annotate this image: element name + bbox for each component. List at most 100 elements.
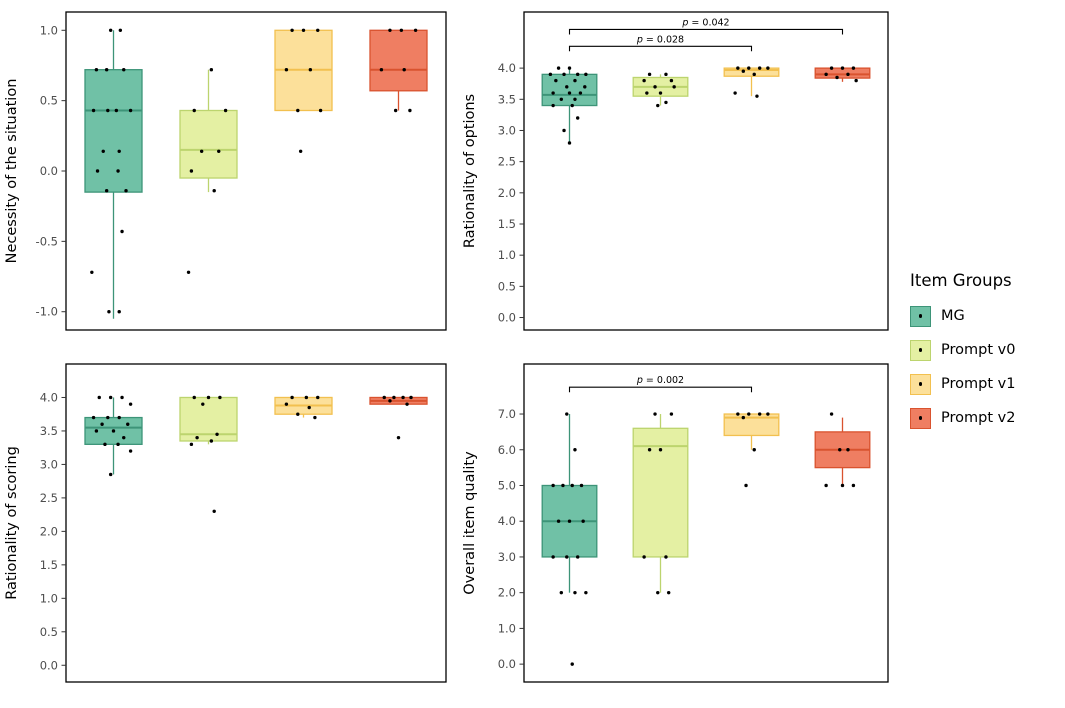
y-tick-label: 0.0 — [40, 658, 58, 672]
y-tick-label: 5.0 — [498, 478, 516, 492]
jitter-point — [217, 149, 221, 154]
y-tick-label: -0.5 — [36, 234, 58, 248]
jitter-point — [107, 310, 111, 314]
jitter-point — [192, 395, 196, 400]
jitter-point — [736, 412, 740, 416]
legend-key-swatch — [910, 305, 931, 327]
jitter-point — [851, 66, 856, 70]
jitter-point — [301, 28, 306, 32]
panel-border — [523, 11, 889, 331]
significance-bracket — [568, 386, 753, 393]
jitter-point — [672, 85, 676, 89]
y-tick-label: 3.5 — [498, 92, 516, 106]
jitter-point — [851, 483, 856, 488]
jitter-point — [757, 412, 762, 416]
jitter-point — [584, 590, 588, 595]
jitter-point — [570, 662, 574, 666]
jitter-point — [405, 402, 409, 406]
jitter-point — [664, 100, 668, 105]
legend-item-prompt-v2: Prompt v2 — [910, 407, 1065, 429]
legend-key-point — [918, 348, 923, 352]
y-axis-title: Rationality of scoring — [4, 446, 20, 600]
jitter-point — [824, 483, 828, 488]
box-mg — [84, 416, 143, 445]
jitter-point — [581, 519, 585, 523]
jitter-point — [103, 442, 107, 447]
jitter-point — [290, 28, 294, 32]
jitter-point — [124, 188, 128, 193]
jitter-point — [653, 412, 657, 416]
box-prompt-v2 — [369, 29, 428, 92]
jitter-point — [747, 66, 751, 70]
jitter-point — [752, 448, 756, 452]
jitter-point — [307, 405, 311, 410]
jitter-point — [579, 483, 584, 488]
jitter-point — [664, 72, 668, 77]
jitter-point — [189, 169, 194, 173]
jitter-point — [840, 66, 845, 70]
jitter-point — [108, 472, 113, 477]
jitter-point — [669, 78, 674, 83]
jitter-point — [120, 395, 124, 400]
box-prompt-v1 — [723, 413, 780, 437]
jitter-point — [100, 422, 104, 426]
jitter-point — [551, 555, 555, 559]
y-tick-label: 4.0 — [498, 61, 516, 75]
jitter-point — [304, 395, 309, 400]
jitter-point — [573, 448, 577, 452]
jitter-point — [658, 91, 663, 95]
jitter-point — [854, 78, 858, 83]
jitter-point — [556, 519, 561, 523]
jitter-point — [114, 108, 119, 113]
jitter-point — [559, 97, 564, 101]
jitter-point — [186, 270, 191, 275]
jitter-point — [218, 395, 222, 400]
jitter-point — [575, 116, 580, 120]
jitter-point — [116, 169, 120, 173]
jitter-point — [840, 483, 845, 488]
jitter-point — [117, 310, 121, 314]
y-tick-label: 1.0 — [498, 248, 516, 262]
jitter-point — [316, 28, 320, 32]
legend-item-prompt-v1: Prompt v1 — [910, 373, 1065, 395]
jitter-point — [752, 72, 756, 77]
legend-key-swatch — [910, 373, 931, 395]
y-tick-label: 0.5 — [498, 279, 516, 293]
jitter-point — [741, 69, 746, 73]
jitter-point — [298, 149, 303, 154]
legend-item-label: MG — [941, 308, 965, 324]
legend-key-point — [918, 314, 923, 318]
jitter-point — [91, 415, 96, 420]
panel-overall-item-quality: 0.0 1.0 2.0 3.0 4.0 5.0 6.0 7.0 Overall item qua… — [462, 363, 889, 683]
jitter-point — [393, 108, 398, 113]
legend: Item Groups MG Prompt v0 Prompt v1 Prompt v… — [900, 4, 1065, 708]
panel-cell-bottom-left: 0.0 0.5 1.0 1.5 2.0 2.5 3.0 3.5 4.0 Rationality o… — [0, 356, 458, 708]
jitter-point — [108, 395, 113, 400]
panel-rationality-of-scoring: 0.0 0.5 1.0 1.5 2.0 2.5 3.0 3.5 4.0 Rationality o… — [4, 363, 447, 683]
jitter-point — [296, 108, 300, 113]
y-tick-label: 0.0 — [498, 311, 516, 325]
jitter-point — [565, 412, 569, 416]
jitter-point — [573, 97, 577, 101]
jitter-point — [570, 103, 574, 108]
jitter-point — [559, 590, 564, 595]
jitter-point — [209, 439, 214, 443]
jitter-point — [551, 483, 555, 488]
jitter-point — [567, 519, 572, 523]
jitter-point — [565, 85, 569, 89]
jitter-point — [117, 415, 121, 420]
significance-bracket — [568, 45, 753, 52]
y-axis-title: Overall item quality — [462, 451, 478, 595]
jitter-point — [567, 66, 572, 70]
significance-bracket — [568, 28, 844, 35]
jitter-point — [192, 108, 196, 113]
jitter-point — [195, 435, 199, 440]
jitter-point — [126, 422, 130, 426]
jitter-point — [733, 91, 737, 95]
box-prompt-v0 — [632, 427, 689, 558]
y-tick-label: 0.5 — [40, 625, 58, 639]
jitter-point — [658, 448, 663, 452]
jitter-point — [744, 483, 748, 488]
y-tick-label: 4.0 — [498, 514, 516, 528]
jitter-point — [308, 67, 313, 72]
